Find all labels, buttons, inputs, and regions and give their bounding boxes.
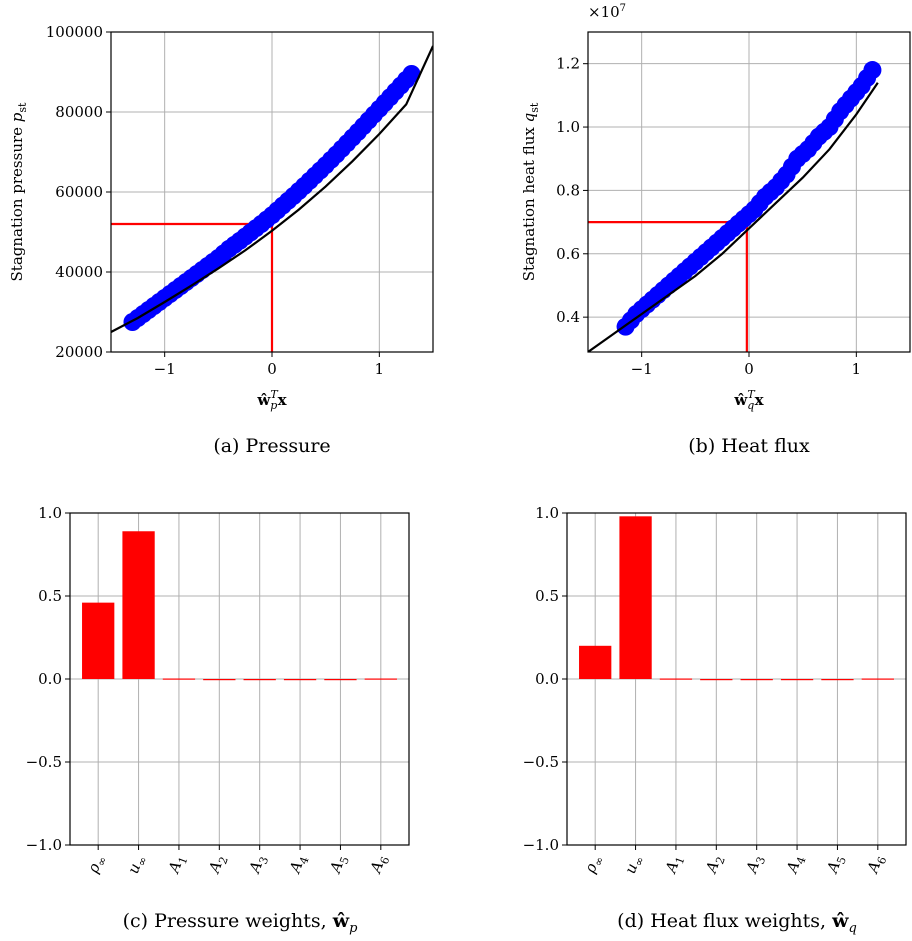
caption: (b) Heat flux	[688, 435, 810, 457]
fit-curve	[588, 82, 879, 352]
bar	[122, 531, 155, 679]
x-tick-label: 1	[852, 360, 862, 378]
heat-flux-weights-panel: −1.0 −0.5 0.0 0.5 1.0 ρ∞ u∞ A1 A2 A3 A4 A5 A6 (d) He…	[523, 504, 907, 936]
x-tick-label: ρ∞	[581, 852, 607, 877]
x-tick-label: A5	[325, 852, 352, 878]
caption: (d) Heat flux weights, ŵq	[617, 910, 857, 936]
x-tick-label: −1	[631, 360, 653, 378]
x-tick-label: u∞	[621, 852, 647, 877]
bar	[82, 602, 115, 679]
y-tick-label: −1.0	[26, 836, 62, 854]
x-tick-label: A1	[661, 852, 688, 878]
data-point	[863, 61, 882, 80]
bar	[780, 679, 814, 681]
x-tick-label: A2	[204, 852, 231, 878]
x-tick-label: A4	[285, 852, 312, 878]
bar	[243, 679, 276, 681]
bar	[659, 678, 693, 680]
x-axis-label: ŵpTx	[256, 388, 287, 412]
y-tick-label: 1.0	[535, 504, 559, 522]
x-tick-label: 1	[375, 360, 385, 378]
y-tick-label: 0.4	[556, 308, 580, 326]
x-tick-label: A5	[822, 852, 849, 878]
y-tick-label: 0.5	[535, 587, 559, 605]
x-tick-label: A3	[742, 852, 769, 878]
bar	[162, 678, 196, 680]
bar	[700, 679, 733, 681]
bar	[364, 678, 397, 680]
y-tick-label: 100000	[46, 23, 103, 41]
y-tick-label: 0.5	[38, 587, 62, 605]
y-axis-label: Stagnation heat flux qst	[520, 102, 541, 281]
y-tick-label: 0.0	[535, 670, 559, 688]
bar	[324, 679, 357, 681]
x-tick-label: ρ∞	[84, 852, 110, 877]
fit-curve	[111, 45, 433, 333]
bar	[283, 679, 317, 681]
y-tick-label: 1.2	[556, 55, 580, 73]
x-tick-label: A6	[863, 852, 890, 878]
y-tick-label: 40000	[55, 263, 103, 281]
x-tick-label: A6	[366, 852, 393, 878]
pressure-scatter-panel: −1 0 1 20000 40000 60000 80000 100000 ŵpTx Stag…	[8, 23, 434, 457]
y-tick-label: 60000	[55, 183, 103, 201]
y-tick-label: 20000	[55, 343, 103, 361]
data-point	[402, 65, 421, 83]
x-tick-label: A3	[245, 852, 272, 878]
x-tick-label: A1	[164, 852, 191, 878]
bar	[740, 679, 773, 681]
y-tick-label: 0.6	[556, 245, 580, 263]
y-tick-label: 1.0	[38, 504, 62, 522]
x-tick-label: u∞	[124, 852, 150, 877]
x-axis-label: ŵqTx	[733, 388, 764, 412]
y-tick-label: 80000	[55, 103, 103, 121]
bar	[821, 679, 854, 681]
bar	[203, 679, 236, 681]
bar	[579, 645, 612, 679]
caption: (a) Pressure	[213, 435, 330, 457]
x-tick-label: 0	[744, 360, 754, 378]
pressure-weights-panel: −1.0 −0.5 0.0 0.5 1.0 ρ∞ u∞ A1 A2 A3 A4 A5 A6 (c) Pr…	[26, 504, 410, 936]
caption: (c) Pressure weights, ŵp	[123, 910, 359, 936]
x-tick-label: A2	[701, 852, 728, 878]
y-tick-label: −1.0	[523, 836, 559, 854]
y-tick-label: 0.0	[38, 670, 62, 688]
offset-text: ×107	[588, 3, 626, 21]
bar	[861, 678, 894, 680]
x-tick-label: 0	[267, 360, 277, 378]
x-tick-label: −1	[154, 360, 176, 378]
y-tick-label: −0.5	[523, 753, 559, 771]
y-tick-label: −0.5	[26, 753, 62, 771]
y-axis-label: Stagnation pressure pst	[8, 102, 29, 282]
x-tick-label: A4	[782, 852, 809, 878]
y-tick-label: 0.8	[556, 181, 580, 199]
bar	[619, 516, 652, 679]
heat-flux-scatter-panel: −1 0 1 0.4 0.6 0.8 1.0 1.2 ×107 ŵqTx Stagnation…	[520, 3, 911, 457]
y-tick-label: 1.0	[556, 118, 580, 136]
